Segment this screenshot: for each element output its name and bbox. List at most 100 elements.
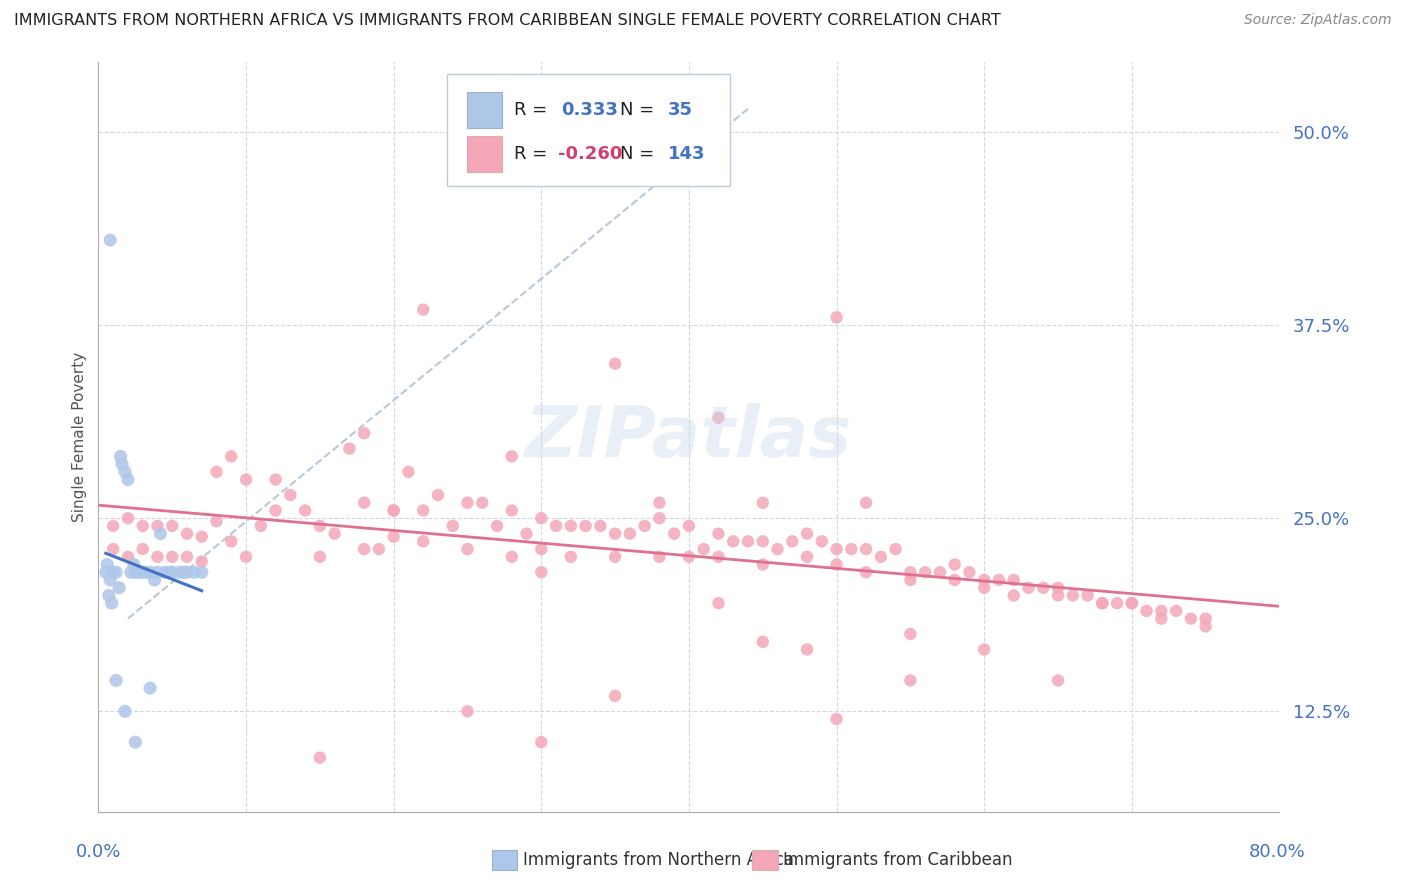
Point: [1062, 589, 1084, 603]
Point: [412, 534, 434, 549]
Point: [205, 465, 228, 479]
Point: [471, 496, 494, 510]
Point: [619, 526, 641, 541]
Point: [146, 549, 169, 564]
Point: [1018, 581, 1040, 595]
Point: [825, 558, 848, 572]
Point: [1195, 612, 1218, 626]
Point: [825, 310, 848, 325]
Point: [707, 526, 730, 541]
Point: [309, 519, 332, 533]
Point: [98, 573, 121, 587]
Point: [353, 496, 375, 510]
Point: [146, 519, 169, 533]
Point: [162, 519, 183, 533]
Point: [173, 566, 195, 580]
Point: [884, 542, 907, 557]
Point: [796, 526, 818, 541]
Point: [1032, 581, 1054, 595]
Point: [382, 503, 405, 517]
Point: [988, 573, 1011, 587]
Point: [323, 526, 346, 541]
Point: [825, 712, 848, 726]
Point: [1195, 619, 1218, 633]
Point: [117, 549, 139, 564]
Point: [841, 542, 863, 557]
Point: [132, 519, 155, 533]
Point: [664, 526, 686, 541]
Point: [441, 519, 464, 533]
Point: [205, 514, 228, 528]
Point: [128, 566, 150, 580]
Point: [723, 534, 745, 549]
FancyBboxPatch shape: [447, 74, 730, 186]
Point: [117, 511, 139, 525]
Point: [1046, 673, 1070, 688]
Point: [103, 519, 125, 533]
Point: [1091, 596, 1114, 610]
Point: [1150, 612, 1173, 626]
Point: [1046, 581, 1070, 595]
Point: [530, 542, 553, 557]
Point: [796, 642, 818, 657]
Point: [183, 566, 205, 580]
Point: [516, 526, 538, 541]
Point: [368, 542, 391, 557]
Text: IMMIGRANTS FROM NORTHERN AFRICA VS IMMIGRANTS FROM CARIBBEAN SINGLE FEMALE POVER: IMMIGRANTS FROM NORTHERN AFRICA VS IMMIG…: [14, 13, 1001, 29]
Point: [678, 519, 700, 533]
Point: [221, 534, 243, 549]
Point: [605, 549, 627, 564]
Point: [235, 473, 257, 487]
Point: [605, 357, 627, 371]
Point: [139, 566, 162, 580]
Point: [973, 581, 995, 595]
Point: [176, 526, 198, 541]
Point: [191, 554, 214, 568]
Point: [110, 450, 132, 464]
Point: [105, 673, 128, 688]
Point: [103, 566, 125, 580]
Point: [97, 589, 120, 603]
Point: [707, 596, 730, 610]
Text: N =: N =: [620, 145, 655, 163]
Point: [959, 566, 981, 580]
Point: [648, 549, 671, 564]
Point: [530, 566, 553, 580]
Point: [427, 488, 450, 502]
Point: [169, 566, 191, 580]
Point: [149, 526, 172, 541]
Point: [105, 566, 128, 580]
Point: [111, 457, 134, 471]
FancyBboxPatch shape: [467, 136, 502, 172]
Point: [157, 566, 180, 580]
Point: [1046, 589, 1070, 603]
Text: 80.0%: 80.0%: [1249, 843, 1305, 861]
Point: [457, 496, 479, 510]
Point: [398, 465, 420, 479]
Point: [796, 549, 818, 564]
Point: [707, 410, 730, 425]
Point: [139, 681, 162, 695]
Point: [855, 566, 877, 580]
Point: [1180, 612, 1202, 626]
Point: [294, 503, 316, 517]
Point: [752, 496, 775, 510]
Point: [264, 473, 287, 487]
Point: [235, 549, 257, 564]
Point: [605, 526, 627, 541]
Point: [1121, 596, 1143, 610]
Point: [309, 549, 332, 564]
Point: [122, 558, 145, 572]
Point: [810, 534, 832, 549]
Point: [108, 581, 131, 595]
Point: [412, 503, 434, 517]
Y-axis label: Single Female Poverty: Single Female Poverty: [72, 352, 87, 522]
Point: [943, 573, 966, 587]
Point: [309, 750, 332, 764]
Point: [146, 566, 169, 580]
Point: [693, 542, 716, 557]
Point: [1077, 589, 1099, 603]
Point: [530, 511, 553, 525]
Point: [132, 566, 155, 580]
FancyBboxPatch shape: [467, 93, 502, 128]
